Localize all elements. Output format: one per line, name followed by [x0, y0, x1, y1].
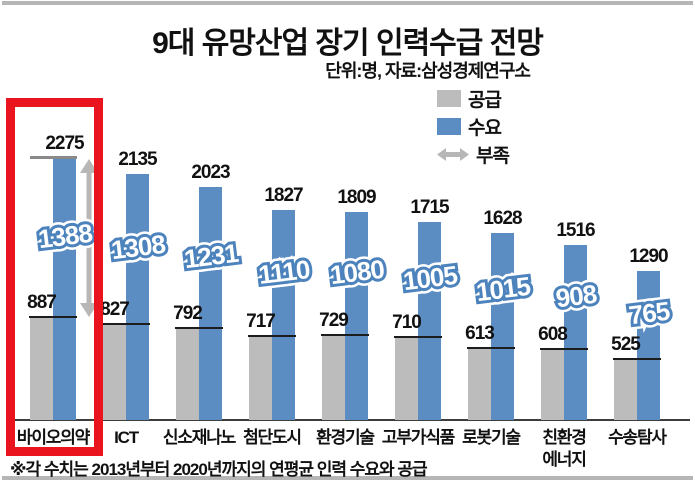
supply-level-line	[540, 347, 588, 350]
supply-bar	[249, 337, 272, 420]
shortage-value-text: 1110	[256, 254, 310, 291]
supply-level-line	[394, 336, 442, 339]
demand-value-label: 2023	[191, 162, 230, 184]
supply-level-line	[321, 334, 369, 337]
supply-value-label: 827	[100, 298, 130, 320]
category-label: 바이오의약	[16, 428, 90, 447]
demand-swatch-icon	[437, 118, 461, 135]
footnote: ※각 수치는 2013년부터 2020년까지의 연평균 인력 수요와 공급	[10, 460, 428, 479]
demand-value-label: 1516	[556, 220, 595, 242]
x-axis-line	[8, 419, 690, 421]
shortage-value-text: 1015	[474, 271, 531, 308]
bottom-border-strip	[2, 476, 693, 480]
legend-item-shortage: 부족	[437, 145, 510, 167]
supply-bar	[30, 317, 53, 420]
demand-bar	[126, 174, 149, 420]
top-border-strip	[2, 1, 693, 5]
page-subtitle: 단위:명, 자료:삼성경제연구소	[325, 61, 531, 81]
category-label: 첨단도시	[243, 428, 302, 447]
shortage-value-text: 1080	[328, 254, 385, 291]
demand-bar	[53, 158, 76, 420]
category-label: 환경기술	[316, 428, 375, 447]
supply-bar	[614, 359, 637, 420]
category-label: 고부가식품	[381, 428, 455, 447]
supply-value-label: 710	[392, 312, 422, 334]
supply-swatch-icon	[437, 90, 461, 107]
demand-cap-line	[30, 156, 77, 159]
supply-level-line	[248, 335, 296, 338]
category-label: 로봇기술	[462, 428, 521, 447]
legend-item-demand: 수요	[437, 117, 509, 139]
supply-bar	[395, 338, 418, 420]
supply-value-label: 792	[173, 302, 203, 324]
demand-value-label: 1827	[264, 184, 303, 206]
demand-value-label: 1628	[483, 207, 522, 229]
supply-bar	[103, 324, 126, 420]
supply-level-line	[102, 322, 150, 325]
supply-value-label: 717	[246, 311, 276, 333]
shortage-value-text: 1231	[182, 238, 239, 275]
category-label: 신소재나노	[162, 428, 236, 447]
shortage-value-text: 908	[554, 278, 598, 314]
legend-supply-label: 공급	[468, 90, 502, 111]
supply-bar	[176, 328, 199, 420]
category-label: ICT	[114, 428, 139, 447]
legend-shortage-label: 부족	[476, 146, 510, 167]
supply-bar	[541, 349, 564, 420]
shortage-value-text: 1388	[36, 218, 93, 255]
supply-value-label: 525	[611, 333, 641, 355]
supply-value-label: 887	[27, 291, 57, 313]
supply-value-label: 608	[538, 323, 568, 345]
demand-value-label: 2275	[45, 133, 84, 154]
legend: 공급 수요 부족	[437, 89, 510, 167]
demand-value-label: 1715	[410, 197, 449, 219]
legend-demand-label: 수요	[468, 118, 502, 139]
shortage-value-text: 1005	[401, 260, 458, 297]
page-title: 9대 유망산업 장기 인력수급 전망	[152, 27, 544, 60]
supply-value-label: 613	[465, 323, 495, 345]
supply-level-line	[29, 315, 77, 318]
supply-value-label: 729	[319, 310, 349, 332]
demand-value-label: 1809	[337, 186, 376, 208]
demand-value-label: 1290	[629, 246, 668, 268]
double-arrow-icon	[437, 148, 469, 161]
shortage-value-text: 765	[627, 296, 671, 332]
shortage-value-text: 1308	[109, 229, 166, 266]
supply-bar	[322, 336, 345, 420]
category-label: 수송탐사	[608, 428, 667, 447]
supply-level-line	[613, 357, 661, 360]
supply-level-line	[467, 347, 515, 350]
category-label: 친환경 에너지	[542, 428, 587, 469]
legend-item-supply: 공급	[437, 89, 509, 111]
supply-level-line	[175, 326, 223, 329]
supply-bar	[468, 349, 491, 420]
demand-value-label: 2135	[118, 149, 157, 171]
